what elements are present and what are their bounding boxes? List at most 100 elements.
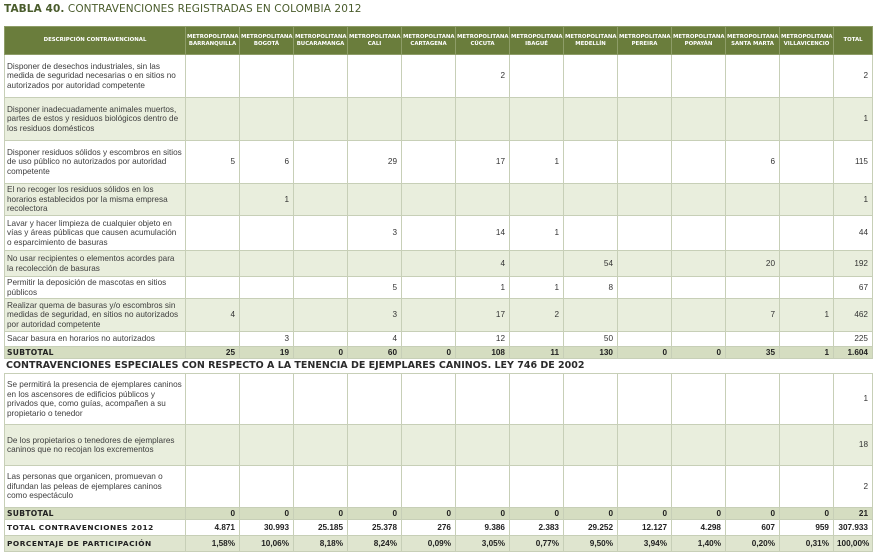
cell-value xyxy=(779,465,834,508)
cell-value xyxy=(617,54,672,98)
cell-value: 1 xyxy=(779,346,834,359)
cell-total: 1 xyxy=(833,183,873,216)
cell-value: 60 xyxy=(347,346,402,359)
cell-value xyxy=(725,54,780,98)
cell-value xyxy=(617,215,672,251)
cell-value: 607 xyxy=(725,519,780,536)
cell-value xyxy=(293,183,348,216)
cell-value xyxy=(401,331,456,347)
row-description: El no recoger los residuos sólidos en lo… xyxy=(4,183,186,216)
cell-value: 0 xyxy=(455,507,510,520)
cell-total: 18 xyxy=(833,424,873,466)
cell-value xyxy=(617,465,672,508)
cell-value xyxy=(617,276,672,299)
cell-value xyxy=(347,424,402,466)
cell-value xyxy=(563,298,618,332)
header-bogota: METROPOLITANA BOGOTÁ xyxy=(239,26,294,55)
cell-value xyxy=(779,331,834,347)
cell-value xyxy=(293,54,348,98)
cell-value: 0 xyxy=(779,507,834,520)
cell-value xyxy=(617,298,672,332)
cell-value xyxy=(725,276,780,299)
cell-value xyxy=(185,215,240,251)
cell-value xyxy=(617,331,672,347)
cell-value: 54 xyxy=(563,250,618,277)
cell-value: 29 xyxy=(347,140,402,184)
cell-value xyxy=(509,331,564,347)
header-cali: METROPOLITANA CALI xyxy=(347,26,402,55)
cell-value xyxy=(401,298,456,332)
cell-value: 9,50% xyxy=(563,535,618,552)
table-row: Disponer inadecuadamente animales muerto… xyxy=(4,97,873,141)
cell-value: 2 xyxy=(455,54,510,98)
cell-value xyxy=(293,331,348,347)
table-title: TABLA 40. CONTRAVENCIONES REGISTRADAS EN… xyxy=(4,3,362,15)
cell-value xyxy=(239,465,294,508)
cell-value xyxy=(347,97,402,141)
row-description: SUBTOTAL xyxy=(4,346,186,359)
cell-value: 50 xyxy=(563,331,618,347)
subtotal-row: SUBTOTAL 25 19 0 60 0 108 11 130 0 0 35 1 1.604 xyxy=(4,346,873,359)
cell-total: 1 xyxy=(833,97,873,141)
cell-value: 4 xyxy=(185,298,240,332)
cell-total: 225 xyxy=(833,331,873,347)
cell-total: 462 xyxy=(833,298,873,332)
cell-value xyxy=(455,373,510,425)
cell-value xyxy=(239,373,294,425)
cell-value: 25 xyxy=(185,346,240,359)
cell-value xyxy=(401,373,456,425)
cell-value: 0 xyxy=(293,507,348,520)
cell-value xyxy=(779,250,834,277)
table-number: TABLA 40. xyxy=(4,3,65,15)
cell-value xyxy=(347,373,402,425)
cell-value: 2 xyxy=(509,298,564,332)
section-header-row: CONTRAVENCIONES ESPECIALES CON RESPECTO … xyxy=(4,358,873,374)
table-body: Disponer de desechos industriales, sin l… xyxy=(4,54,873,552)
row-description: Permitir la deposición de mascotas en si… xyxy=(4,276,186,299)
cell-value: 29.252 xyxy=(563,519,618,536)
cell-value xyxy=(239,54,294,98)
cell-value: 25.185 xyxy=(293,519,348,536)
header-total: TOTAL xyxy=(833,26,873,55)
cell-value xyxy=(779,140,834,184)
header-cartagena: METROPOLITANA CARTAGENA xyxy=(401,26,456,55)
cell-value xyxy=(671,140,726,184)
cell-value: 1 xyxy=(509,276,564,299)
cell-value xyxy=(347,183,402,216)
cell-value: 8 xyxy=(563,276,618,299)
cell-value xyxy=(617,97,672,141)
cell-value: 25.378 xyxy=(347,519,402,536)
cell-value: 959 xyxy=(779,519,834,536)
cell-value: 12.127 xyxy=(617,519,672,536)
cell-value: 8,18% xyxy=(293,535,348,552)
cell-value: 3 xyxy=(347,298,402,332)
header-barranquilla: METROPOLITANA BARRANQUILLA xyxy=(185,26,240,55)
cell-value: 20 xyxy=(725,250,780,277)
cell-value xyxy=(293,298,348,332)
cell-value xyxy=(401,250,456,277)
cell-value xyxy=(185,373,240,425)
cell-value xyxy=(779,424,834,466)
cell-value xyxy=(455,424,510,466)
cell-value: 0 xyxy=(563,507,618,520)
table-row: Disponer de desechos industriales, sin l… xyxy=(4,54,873,98)
cell-value: 0 xyxy=(185,507,240,520)
cell-value: 5 xyxy=(347,276,402,299)
cell-value: 0,77% xyxy=(509,535,564,552)
cell-value xyxy=(725,373,780,425)
row-description: Las personas que organicen, promuevan o … xyxy=(4,465,186,508)
cell-value xyxy=(293,97,348,141)
table-row: No usar recipientes o elementos acordes … xyxy=(4,250,873,277)
cell-value xyxy=(563,465,618,508)
total-row: TOTAL CONTRAVENCIONES 2012 4.871 30.993 25.… xyxy=(4,519,873,536)
cell-value: 5 xyxy=(185,140,240,184)
cell-value xyxy=(401,140,456,184)
cell-total: 2 xyxy=(833,54,873,98)
cell-total: 1.604 xyxy=(833,346,873,359)
cell-value xyxy=(401,183,456,216)
cell-value: 3 xyxy=(239,331,294,347)
cell-total: 192 xyxy=(833,250,873,277)
table-title-text: CONTRAVENCIONES REGISTRADAS EN COLOMBIA … xyxy=(64,3,362,15)
header-popayan: METROPOLITANA POPAYÁN xyxy=(671,26,726,55)
cell-value xyxy=(671,465,726,508)
